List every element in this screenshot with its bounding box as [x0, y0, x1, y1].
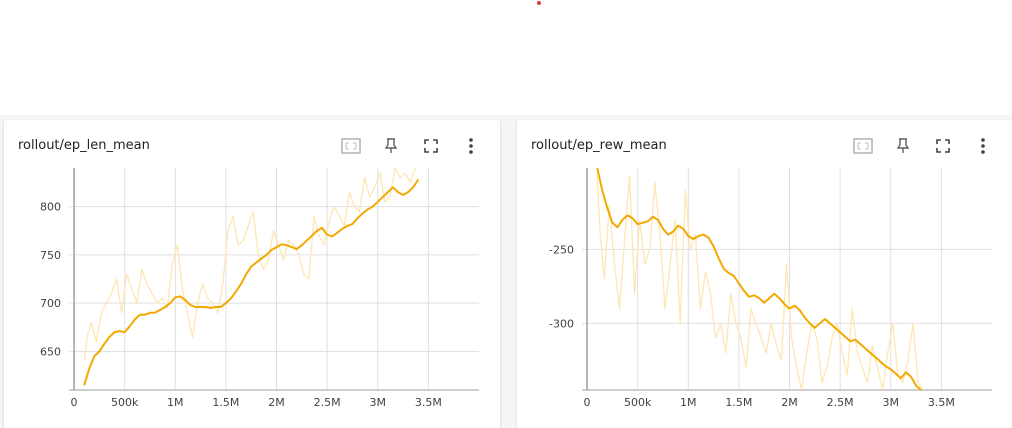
pin-icon: [896, 138, 910, 153]
x-tick-label: 500k: [111, 396, 139, 409]
pin-button[interactable]: [890, 134, 916, 158]
y-tick-label: 700: [40, 297, 61, 310]
x-tick-label: 1.5M: [212, 396, 239, 409]
x-tick-label: 500k: [624, 396, 652, 409]
y-tick-label: -300: [549, 317, 574, 330]
more-options-button[interactable]: [458, 134, 484, 158]
fit-domain-button[interactable]: [338, 134, 364, 158]
fit-domain-button[interactable]: [850, 134, 876, 158]
fit-domain-icon: [853, 138, 873, 154]
fit-domain-icon: [341, 138, 361, 154]
chart-card-ep-len-mean: rollout/ep_len_mean 0 500k 1M 1.5M 2M 2.5M 3M 3…: [4, 120, 500, 428]
more-options-button[interactable]: [970, 134, 996, 158]
x-tick-label: 1.5M: [725, 396, 752, 409]
more-vert-icon: [981, 138, 985, 154]
y-tick-label: 650: [40, 345, 61, 358]
chart-card-ep-rew-mean: rollout/ep_rew_mean 0 500k 1M 1.5M 2M 2.5M 3M 3…: [517, 120, 1012, 428]
x-tick-label: 1M: [167, 396, 184, 409]
x-tick-label: 2M: [781, 396, 798, 409]
fullscreen-icon: [424, 139, 438, 153]
smoothed-series-line: [596, 168, 923, 390]
fullscreen-icon: [936, 139, 950, 153]
fullscreen-button[interactable]: [418, 134, 444, 158]
x-tick-label: 3M: [370, 396, 387, 409]
x-tick-label: 2M: [268, 396, 285, 409]
line-chart[interactable]: 0 500k 1M 1.5M 2M 2.5M 3M 3.5M 650 700 750 800: [4, 168, 500, 428]
card-title: rollout/ep_rew_mean: [531, 138, 667, 153]
recording-indicator-dot: [537, 1, 541, 5]
x-tick-label: 2.5M: [314, 396, 341, 409]
x-tick-label: 0: [584, 396, 591, 409]
pin-button[interactable]: [378, 134, 404, 158]
y-tick-label: 750: [40, 249, 61, 262]
more-vert-icon: [469, 138, 473, 154]
smoothed-series-line: [83, 179, 420, 386]
x-tick-label: 3M: [883, 396, 900, 409]
x-tick-label: 3.5M: [928, 396, 955, 409]
line-chart[interactable]: 0 500k 1M 1.5M 2M 2.5M 3M 3.5M -250 -300: [517, 168, 1012, 428]
x-tick-label: 0: [71, 396, 78, 409]
raw-series-line: [83, 168, 416, 362]
pin-icon: [384, 138, 398, 153]
raw-series-line: [596, 174, 924, 390]
x-tick-label: 3.5M: [415, 396, 442, 409]
x-tick-label: 1M: [680, 396, 697, 409]
fullscreen-button[interactable]: [930, 134, 956, 158]
card-toolbar: [338, 134, 484, 158]
y-tick-label: 800: [40, 201, 61, 214]
y-tick-label: -250: [549, 243, 574, 256]
card-title: rollout/ep_len_mean: [18, 138, 150, 153]
card-toolbar: [850, 134, 996, 158]
x-tick-label: 2.5M: [827, 396, 854, 409]
